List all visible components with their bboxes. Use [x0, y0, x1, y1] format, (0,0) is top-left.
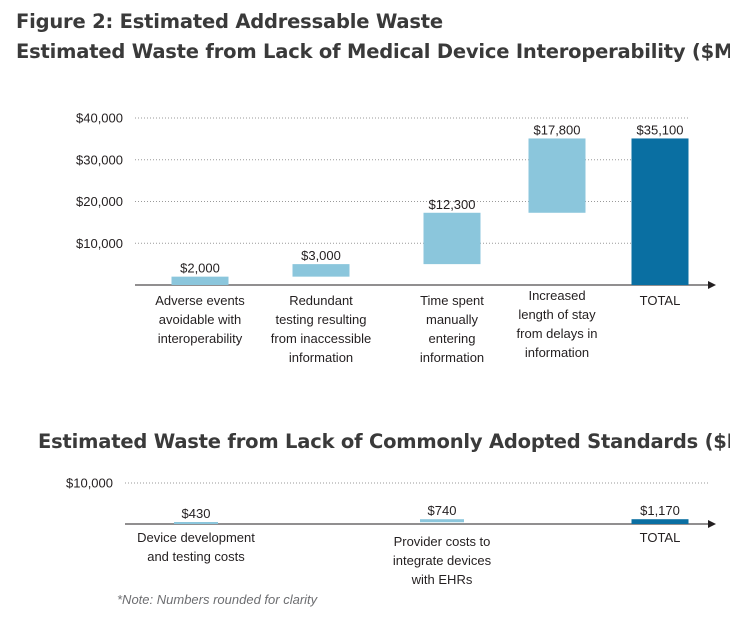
chart1-title: Estimated Waste from Lack of Medical Dev… [16, 40, 730, 63]
chart2-bar [420, 519, 464, 523]
chart1-bar [631, 138, 689, 285]
chart1-ytick-label: $10,000 [76, 236, 123, 251]
chart1-axis-arrow [708, 281, 716, 289]
chart2-category-label: Provider costs to integrate devices with E… [393, 534, 492, 587]
chart2-title: Estimated Waste from Lack of Commonly Ad… [38, 430, 730, 453]
chart2-bar [174, 522, 218, 524]
footnote: *Note: Numbers rounded for clarity [117, 592, 318, 607]
chart1-ytick-label: $40,000 [76, 111, 123, 126]
chart2-data-label: $1,170 [640, 503, 680, 518]
chart1-category-label: Adverse events avoidable with interoperabi… [155, 293, 245, 346]
chart2-data-label: $430 [182, 506, 211, 521]
chart1-bar [292, 264, 350, 277]
chart2-category-label: TOTAL [640, 530, 681, 545]
chart1-bar [171, 276, 229, 285]
chart1-ytick-label: $20,000 [76, 194, 123, 209]
chart1-data-label: $12,300 [429, 197, 476, 212]
chart1-category-label: Redundant testing resulting from inaccessi… [271, 293, 371, 365]
chart2-ytick-label: $10,000 [66, 476, 113, 491]
chart1-data-label: $3,000 [301, 248, 341, 263]
chart1-bar [528, 138, 586, 213]
chart1-category-label: Time spent manually entering information [420, 293, 484, 365]
chart1-ytick-label: $30,000 [76, 152, 123, 167]
chart1-data-label: $17,800 [534, 122, 581, 137]
chart1-data-label: $35,100 [637, 122, 684, 137]
chart2-data-label: $740 [428, 503, 457, 518]
chart2-bar [631, 519, 689, 524]
chart2-category-label: Device development and testing costs [137, 530, 255, 564]
chart1-bar [423, 212, 481, 265]
chart1-category-label: Increased length of stay from delays in inf… [517, 288, 598, 360]
chart1-category-label: TOTAL [640, 293, 681, 308]
chart1-data-label: $2,000 [180, 261, 220, 276]
figure-title: Figure 2: Estimated Addressable Waste [16, 10, 443, 33]
chart2-axis-arrow [708, 520, 716, 528]
chart1-plot: $10,000 $20,000 $30,000 $40,000 $2,000 Advers… [76, 111, 716, 365]
